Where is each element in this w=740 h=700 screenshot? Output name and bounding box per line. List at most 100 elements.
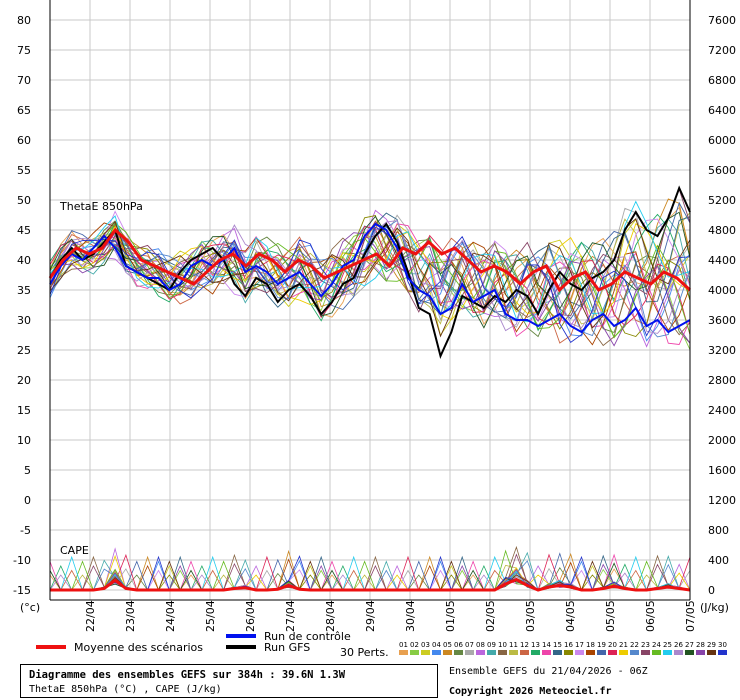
member-legend-swatch-03: [421, 650, 430, 655]
mean-cape-line: [50, 577, 691, 592]
member-legend-number-06: 06: [454, 641, 463, 649]
x-tick-label-11: 03/05: [524, 600, 537, 632]
left-tick-label-5: 55: [17, 164, 31, 177]
member-legend: 01 02 03 04 05 06 07 08 09 10 11 12 13 14 15 16 17 18 19 20…: [399, 641, 727, 655]
left-tick-label-4: 60: [17, 134, 31, 147]
copyright: Copyright 2026 Meteociel.fr: [449, 686, 612, 697]
x-tick-label-9: 01/05: [444, 600, 457, 632]
member-legend-number-19: 19: [597, 641, 606, 649]
left-tick-label-2: 70: [17, 74, 31, 87]
member-legend-number-02: 02: [410, 641, 419, 649]
left-tick-label-13: 15: [17, 404, 31, 417]
member-legend-swatch-05: [443, 650, 452, 655]
ensemble-info: Ensemble GEFS du 21/04/2026 - 06Z: [449, 666, 648, 677]
right-tick-label-7: 4800: [708, 224, 736, 237]
member-legend-number-10: 10: [498, 641, 507, 649]
right-tick-label-5: 5600: [708, 164, 736, 177]
member-legend-number-20: 20: [608, 641, 617, 649]
thetae-annotation: ThetaE 850hPa: [59, 200, 143, 213]
right-tick-label-2: 6800: [708, 74, 736, 87]
member-legend-number-08: 08: [476, 641, 485, 649]
member-legend-number-28: 28: [696, 641, 705, 649]
x-tick-label-6: 28/04: [324, 600, 337, 632]
control-thetae-line: [49, 222, 691, 334]
left-tick-label-14: 10: [17, 434, 31, 447]
member-legend-number-05: 05: [443, 641, 452, 649]
member-legend-number-23: 23: [641, 641, 650, 649]
member-legend-number-01: 01: [399, 641, 408, 649]
legend-mean-label: Moyenne des scénarios: [74, 641, 203, 654]
x-tick-label-4: 26/04: [244, 600, 257, 632]
left-tick-label-3: 65: [17, 104, 31, 117]
member-legend-swatch-08: [476, 650, 485, 655]
legend-gfs-label: Run GFS: [264, 641, 310, 654]
left-unit-label: (°c): [20, 601, 40, 614]
right-tick-label-16: 1200: [708, 494, 736, 507]
member-legend-number-24: 24: [652, 641, 661, 649]
right-tick-label-12: 2800: [708, 374, 736, 387]
mean-thetae-line: [48, 227, 692, 293]
member-legend-swatch-20: [608, 650, 617, 655]
right-tick-label-4: 6000: [708, 134, 736, 147]
member-legend-number-17: 17: [575, 641, 584, 649]
right-tick-label-8: 4400: [708, 254, 736, 267]
left-tick-label-17: -5: [20, 524, 31, 537]
member-legend-swatch-19: [597, 650, 606, 655]
member-legend-swatch-17: [575, 650, 584, 655]
left-tick-label-9: 35: [17, 284, 31, 297]
member-thetae-line-13: [49, 213, 691, 332]
x-tick-label-3: 25/04: [204, 600, 217, 632]
member-legend-swatch-21: [619, 650, 628, 655]
x-tick-label-5: 27/04: [284, 600, 297, 632]
left-tick-label-16: 0: [24, 494, 31, 507]
right-tick-label-3: 6400: [708, 104, 736, 117]
right-tick-label-14: 2000: [708, 434, 736, 447]
left-tick-label-8: 40: [17, 254, 31, 267]
member-legend-swatch-10: [498, 650, 507, 655]
right-tick-label-18: 400: [708, 554, 729, 567]
member-legend-number-29: 29: [707, 641, 716, 649]
member-legend-number-18: 18: [586, 641, 595, 649]
left-tick-label-6: 50: [17, 194, 31, 207]
x-tick-label-12: 04/05: [564, 600, 577, 632]
member-legend-number-04: 04: [432, 641, 441, 649]
left-tick-label-10: 30: [17, 314, 31, 327]
member-legend-number-16: 16: [564, 641, 573, 649]
x-tick-label-10: 02/05: [484, 600, 497, 632]
right-tick-label-6: 5200: [708, 194, 736, 207]
x-tick-label-8: 30/04: [404, 600, 417, 632]
x-tick-label-13: 05/05: [604, 600, 617, 632]
left-tick-label-0: 80: [17, 14, 31, 27]
member-legend-swatch-06: [454, 650, 463, 655]
member-thetae-line-16: [49, 214, 691, 338]
right-tick-label-1: 7200: [708, 44, 736, 57]
left-tick-label-12: 20: [17, 374, 31, 387]
x-axis-ticks: 22/04 23/04 24/04 25/04 26/04 27/04 28/04 29/04…: [84, 600, 697, 632]
member-thetae-line-27: [49, 211, 691, 329]
cape-annotation: CAPE: [60, 544, 89, 557]
x-tick-label-0: 22/04: [84, 600, 97, 632]
member-legend-number-27: 27: [685, 641, 694, 649]
member-legend-swatch-22: [630, 650, 639, 655]
right-tick-label-9: 4000: [708, 284, 736, 297]
member-legend-swatch-09: [487, 650, 496, 655]
member-legend-swatch-01: [399, 650, 408, 655]
right-tick-label-19: 0: [708, 584, 715, 597]
member-legend-number-12: 12: [520, 641, 529, 649]
right-tick-label-15: 1600: [708, 464, 736, 477]
right-tick-label-10: 3600: [708, 314, 736, 327]
legend-control-label: Run de contrôle: [264, 630, 351, 643]
member-legend-swatch-12: [520, 650, 529, 655]
member-legend-swatch-16: [564, 650, 573, 655]
x-tick-label-7: 29/04: [364, 600, 377, 632]
member-legend-number-11: 11: [509, 641, 518, 649]
left-tick-label-1: 75: [17, 44, 31, 57]
member-legend-number-30: 30: [718, 641, 727, 649]
member-legend-swatch-30: [718, 650, 727, 655]
member-legend-number-13: 13: [531, 641, 540, 649]
ensemble-chart: 80757065605550454035302520151050-5-10-15…: [13, 0, 736, 659]
right-unit-label: (J/kg): [700, 601, 729, 614]
chart-title: Diagramme des ensembles GEFS sur 384h : …: [29, 669, 346, 681]
member-thetae-line-25: [49, 200, 691, 323]
left-tick-label-7: 45: [17, 224, 31, 237]
